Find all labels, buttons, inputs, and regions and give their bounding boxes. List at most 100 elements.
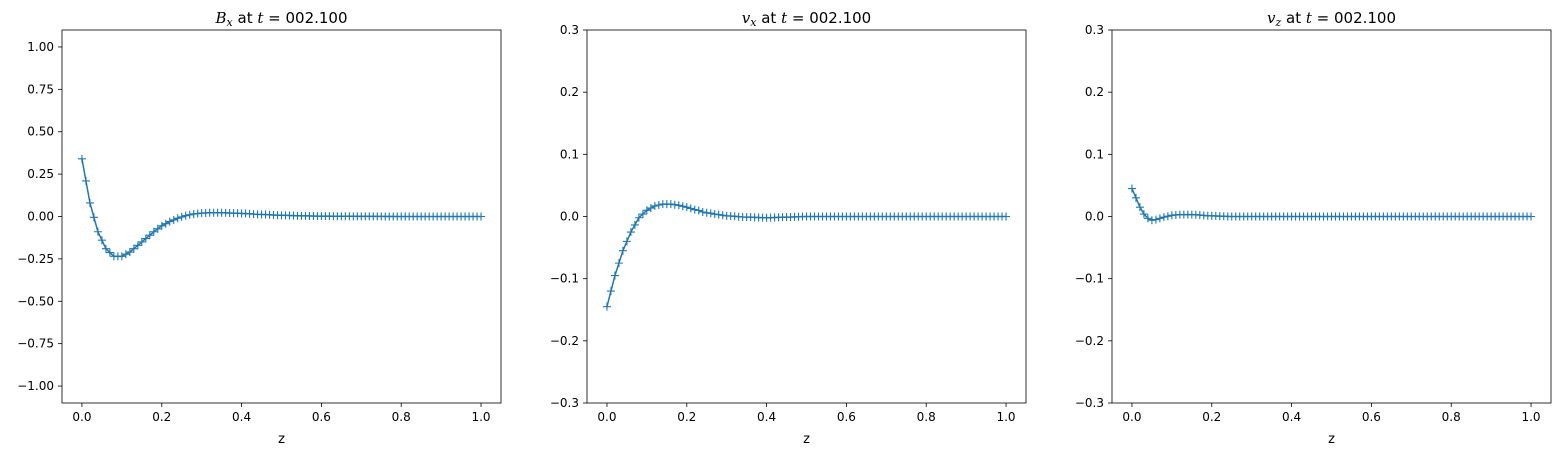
data-point-marker bbox=[618, 246, 627, 255]
data-point-marker bbox=[1127, 184, 1136, 193]
data-point-marker bbox=[606, 287, 615, 296]
data-point-marker bbox=[165, 217, 174, 226]
data-point-marker bbox=[101, 244, 110, 253]
data-point-marker bbox=[1139, 210, 1148, 219]
data-point-marker bbox=[1155, 214, 1164, 223]
data-point-marker bbox=[1135, 203, 1144, 212]
data-point-marker bbox=[646, 204, 655, 213]
data-point-marker bbox=[1002, 212, 1011, 221]
x-tick-label: 0.6 bbox=[837, 410, 856, 424]
data-point-marker bbox=[686, 204, 695, 213]
data-point-marker bbox=[1163, 212, 1172, 221]
data-point-marker bbox=[718, 211, 727, 220]
x-axis-label: z bbox=[1328, 432, 1335, 447]
x-tick-label: 0.6 bbox=[1362, 410, 1381, 424]
x-tick-label: 1.0 bbox=[471, 410, 490, 424]
data-point-marker bbox=[185, 210, 194, 219]
x-tick-label: 0.0 bbox=[597, 410, 616, 424]
data-point-marker bbox=[626, 228, 635, 237]
x-tick-label: 0.8 bbox=[917, 410, 936, 424]
data-point-marker bbox=[638, 210, 647, 219]
data-point-marker bbox=[670, 200, 679, 209]
data-point-marker bbox=[650, 201, 659, 210]
data-point-marker bbox=[614, 259, 623, 268]
y-tick-label: −0.2 bbox=[550, 334, 579, 348]
y-tick-label: −0.3 bbox=[1075, 396, 1104, 410]
x-tick-label: 1.0 bbox=[1521, 410, 1540, 424]
x-tick-label: 0.4 bbox=[232, 410, 251, 424]
y-tick-label: −0.25 bbox=[17, 252, 54, 266]
x-axis-label: z bbox=[278, 432, 285, 447]
data-point-marker bbox=[682, 203, 691, 212]
data-point-marker bbox=[622, 237, 631, 246]
data-point-marker bbox=[706, 209, 715, 218]
y-tick-label: 0.0 bbox=[1085, 210, 1104, 224]
x-tick-label: 0.4 bbox=[1282, 410, 1301, 424]
data-point-marker bbox=[602, 302, 611, 311]
subplot-1: 0.0 0.2 0.4 0.6 0.8 1.0 −1.00 −0.75 −0.50 −0.25 0.… bbox=[17, 9, 502, 447]
data-point-marker bbox=[1159, 213, 1168, 222]
data-point-marker bbox=[125, 248, 134, 257]
y-tick-label: 0.75 bbox=[27, 82, 54, 96]
data-point-marker bbox=[121, 250, 130, 259]
data-point-marker bbox=[654, 200, 663, 209]
x-tick-label: 0.0 bbox=[1122, 410, 1141, 424]
data-point-marker bbox=[690, 205, 699, 214]
data-point-marker bbox=[610, 271, 619, 280]
x-tick-label: 0.6 bbox=[312, 410, 331, 424]
y-tick-label: −0.1 bbox=[550, 272, 579, 286]
data-point-marker bbox=[105, 248, 114, 257]
data-point-marker bbox=[145, 231, 154, 240]
data-point-marker bbox=[698, 207, 707, 216]
subplot-2: 0.0 0.2 0.4 0.6 0.8 1.0 −0.3 −0.2 −0.1 0.0 0.1 0.2 0… bbox=[550, 9, 1027, 447]
x-tick-label: 0.2 bbox=[152, 410, 171, 424]
y-tick-label: 0.0 bbox=[560, 210, 579, 224]
y-tick-label: 0.50 bbox=[27, 125, 54, 139]
data-point-marker bbox=[678, 202, 687, 211]
y-tick-label: −0.50 bbox=[17, 294, 54, 308]
data-point-marker bbox=[173, 214, 182, 223]
y-tick-label: 0.2 bbox=[560, 85, 579, 99]
y-tick-label: −0.1 bbox=[1075, 272, 1104, 286]
data-point-marker bbox=[81, 176, 90, 185]
data-point-marker bbox=[93, 227, 102, 236]
x-tick-label: 1.0 bbox=[996, 410, 1015, 424]
data-point-marker bbox=[1131, 193, 1140, 202]
y-tick-label: 0.1 bbox=[560, 147, 579, 161]
data-point-marker bbox=[97, 236, 106, 245]
y-tick-label: −0.2 bbox=[1075, 334, 1104, 348]
data-point-marker bbox=[694, 206, 703, 215]
x-tick-label: 0.2 bbox=[1202, 410, 1221, 424]
x-tick-label: 0.0 bbox=[72, 410, 91, 424]
data-point-marker bbox=[77, 154, 86, 163]
x-tick-label: 0.8 bbox=[1442, 410, 1461, 424]
y-tick-label: 0.25 bbox=[27, 167, 54, 181]
data-point-marker bbox=[634, 213, 643, 222]
subplot-title: vx at t = 002.100 bbox=[742, 9, 871, 29]
y-tick-label: 0.00 bbox=[27, 210, 54, 224]
x-axis-label: z bbox=[803, 432, 810, 447]
data-point-marker bbox=[85, 198, 94, 207]
data-point-marker bbox=[666, 200, 675, 209]
y-tick-label: 1.00 bbox=[27, 40, 54, 54]
data-point-marker bbox=[137, 237, 146, 246]
x-tick-label: 0.2 bbox=[677, 410, 696, 424]
x-tick-label: 0.4 bbox=[757, 410, 776, 424]
data-point-marker bbox=[477, 212, 486, 221]
y-tick-label: −0.3 bbox=[550, 396, 579, 410]
subplot-3: 0.0 0.2 0.4 0.6 0.8 1.0 −0.3 −0.2 −0.1 0.0 0.1 0.2 0… bbox=[1075, 9, 1552, 447]
data-point-marker bbox=[630, 220, 639, 229]
data-point-marker bbox=[133, 241, 142, 250]
data-point-marker bbox=[674, 201, 683, 210]
data-point-marker bbox=[89, 213, 98, 222]
y-tick-label: −0.75 bbox=[17, 337, 54, 351]
data-point-marker bbox=[161, 219, 170, 228]
subplot-title: Bx at t = 002.100 bbox=[214, 9, 347, 29]
data-point-marker bbox=[129, 244, 138, 253]
data-point-marker bbox=[1527, 212, 1536, 221]
data-point-marker bbox=[117, 252, 126, 261]
data-point-marker bbox=[1151, 215, 1160, 224]
data-point-marker bbox=[177, 212, 186, 221]
data-point-marker bbox=[1147, 216, 1156, 225]
y-tick-label: 0.3 bbox=[560, 23, 579, 37]
